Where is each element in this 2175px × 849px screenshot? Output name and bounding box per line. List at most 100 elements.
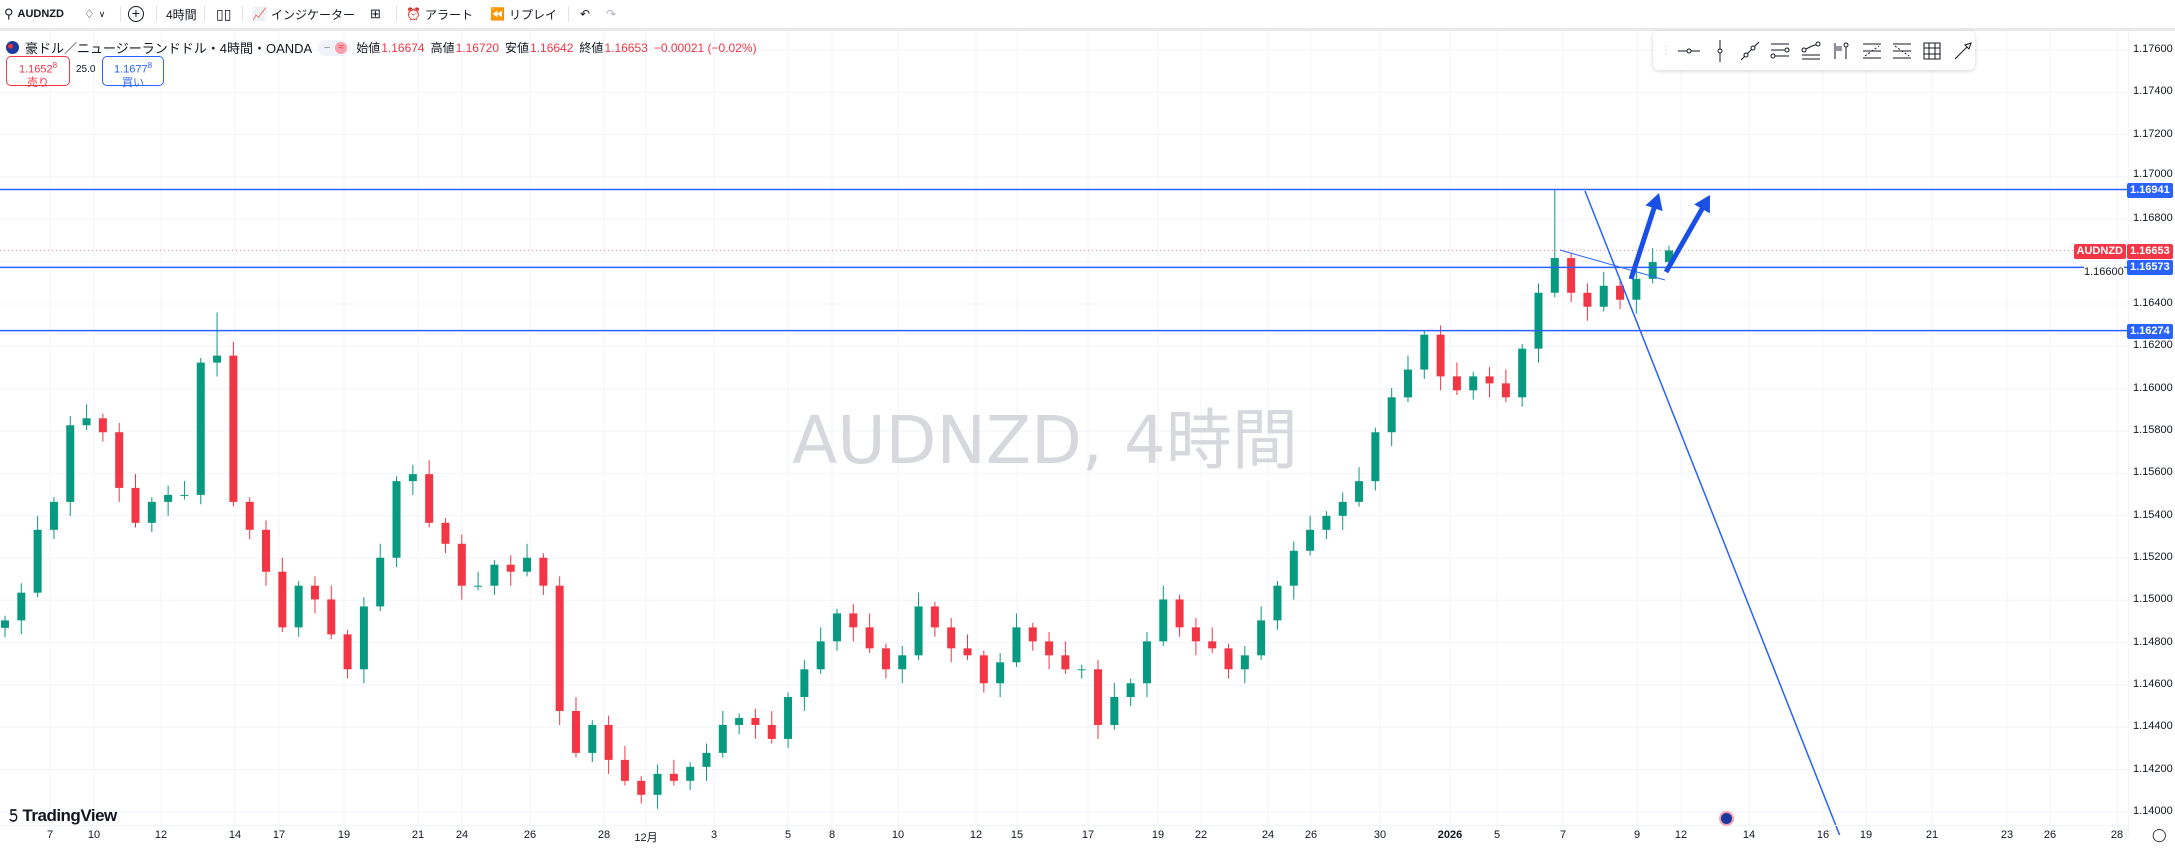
plus-circle-icon: + — [128, 6, 144, 22]
fib-extension-icon[interactable] — [1890, 38, 1914, 64]
price-axis[interactable] — [2128, 31, 2175, 835]
alarm-clock-icon: ⏰ — [406, 7, 421, 21]
candle-down — [979, 655, 988, 684]
candle-up — [1322, 515, 1331, 530]
time-tick-label: 26 — [1304, 829, 1318, 841]
fib-retracement-icon[interactable] — [1859, 38, 1883, 64]
candle-down — [506, 564, 515, 572]
symbol-title: 豪ドル／ニュージーランドドル・4時間・OANDA — [25, 41, 313, 56]
candle-down — [1501, 383, 1510, 398]
legend-toggle[interactable]: – ≈ — [318, 39, 351, 56]
replay-button[interactable]: ⏪ リプレイ — [490, 0, 557, 28]
candle-down — [865, 627, 874, 649]
axis-settings-icon[interactable]: ◯ — [2152, 827, 2167, 842]
au-flag-event-icon[interactable] — [1719, 811, 1734, 826]
buy-button[interactable]: 1.16778 買い — [102, 56, 164, 89]
change-value: −0.00021 (−0.02%) — [653, 40, 757, 55]
divider — [242, 6, 243, 22]
chart-pane[interactable] — [0, 31, 2128, 835]
divider — [156, 6, 157, 22]
candle-up — [180, 494, 189, 496]
undo-button[interactable]: ↶ — [580, 0, 590, 28]
tradingview-logo[interactable]: 𝟻 TradingView — [8, 806, 117, 826]
add-symbol-button[interactable]: + — [128, 0, 144, 28]
templates-button[interactable]: ⊞ — [370, 0, 381, 28]
high-value: 1.16720 — [455, 40, 500, 55]
candle-down — [1061, 655, 1070, 670]
time-tick-label: 19 — [337, 829, 351, 841]
arrow-tool-icon[interactable] — [1951, 38, 1975, 64]
alert-button[interactable]: ⏰ アラート — [406, 0, 473, 28]
price-tick-label: 1.14600 — [2133, 677, 2173, 690]
candles-icon: ▯▯ — [216, 5, 232, 22]
price-tick-label: 1.16400 — [2133, 296, 2173, 309]
gann-box-icon[interactable] — [1920, 38, 1944, 64]
candle-down — [245, 501, 254, 530]
buy-label: 買い — [122, 76, 144, 89]
candle-up — [474, 585, 483, 587]
time-tick-label: 12 — [969, 829, 983, 841]
drag-handle-icon[interactable]: ⋮ — [1661, 45, 1671, 56]
parallel-channel-icon[interactable] — [1768, 38, 1792, 64]
candle-down — [849, 613, 858, 628]
candle-up — [408, 474, 417, 482]
candle-down — [539, 557, 548, 586]
high-label: 高値 — [430, 41, 455, 55]
candle-down — [327, 599, 336, 635]
redo-button[interactable]: ↷ — [606, 0, 616, 28]
time-tick-label: 5 — [784, 829, 792, 841]
candle-up — [653, 773, 662, 795]
candle-down — [571, 710, 580, 753]
candle-down — [604, 724, 613, 760]
trend-line — [1584, 190, 1841, 835]
candle-down — [1567, 258, 1576, 293]
minus-icon: – — [324, 41, 330, 53]
candle-down — [751, 717, 760, 725]
buy-price-pip: 8 — [147, 61, 153, 70]
price-tick-label: 1.14800 — [2133, 635, 2173, 648]
price-tick-label: 1.14000 — [2133, 804, 2173, 817]
candle-up — [588, 724, 597, 753]
candle-down — [620, 759, 629, 781]
trend-line-icon[interactable] — [1738, 38, 1762, 64]
price-tick-label: 1.17600 — [2133, 43, 2173, 55]
price-chart[interactable] — [0, 31, 2128, 835]
candle-up — [17, 592, 26, 621]
price-tick-label: 1.15400 — [2133, 508, 2173, 521]
symbol-search-button[interactable]: ⚲ AUDNZD — [4, 0, 64, 28]
sell-label: 売り — [27, 76, 49, 89]
arrow-head-icon — [1645, 193, 1663, 212]
candle-up — [718, 724, 727, 753]
time-tick-label: 8 — [828, 829, 836, 841]
candle-up — [1142, 641, 1151, 684]
time-tick-label: 10 — [891, 829, 905, 841]
vertical-line-icon[interactable] — [1707, 38, 1731, 64]
indicators-label: インジケーター — [270, 7, 355, 22]
time-axis[interactable] — [0, 825, 2128, 849]
price-tick-label: 1.17200 — [2133, 127, 2173, 140]
candle-down — [1191, 627, 1200, 642]
candle-up — [1338, 501, 1347, 516]
search-icon: ⚲ — [4, 6, 14, 21]
interval-button[interactable]: 4時間 — [166, 0, 197, 28]
flag-mark-icon[interactable] — [1829, 38, 1853, 64]
candle-down — [669, 773, 678, 781]
regression-trend-icon[interactable] — [1799, 38, 1823, 64]
compare-dropdown[interactable]: ♢ ∨ — [84, 0, 105, 28]
price-tick-label: 1.15800 — [2133, 423, 2173, 436]
au-nz-flag-icon — [6, 41, 19, 54]
close-value: 1.16653 — [604, 40, 648, 55]
chevron-down-icon: ∨ — [98, 8, 106, 19]
indicators-button[interactable]: 📈 インジケーター — [252, 0, 355, 28]
horizontal-line-icon[interactable] — [1677, 38, 1701, 64]
price-tick-label: 1.14200 — [2133, 762, 2173, 775]
sell-button[interactable]: 1.16528 売り — [6, 56, 70, 89]
open-value: 1.16674 — [381, 40, 425, 55]
price-tick-label: 1.15600 — [2133, 466, 2173, 479]
time-tick-label: 12 — [1674, 829, 1688, 841]
price-tick-label: 1.17000 — [2133, 168, 2173, 180]
chart-type-button[interactable]: ▯▯ — [216, 0, 231, 28]
candle-down — [278, 571, 287, 628]
candle-down — [637, 780, 646, 795]
candle-up — [702, 752, 711, 767]
